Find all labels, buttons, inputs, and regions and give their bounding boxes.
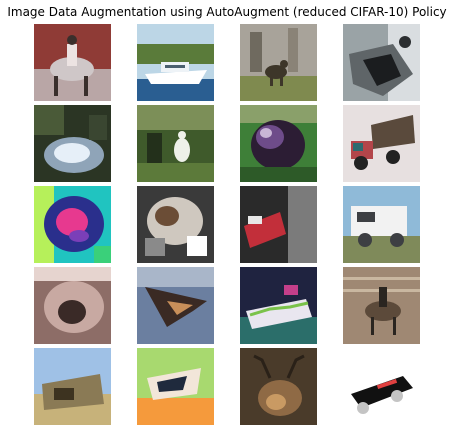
colorful-frog-thumbnail — [34, 186, 111, 263]
image-cell — [240, 24, 317, 101]
image-cell — [343, 105, 420, 182]
image-cell — [137, 186, 214, 263]
white-truck-thumbnail — [343, 186, 420, 263]
image-cell — [137, 267, 214, 344]
colorful-car-thumbnail — [240, 267, 317, 344]
bird-colorful-thumbnail — [137, 348, 214, 425]
image-cell — [240, 348, 317, 425]
horse-rider-thumbnail — [34, 24, 111, 101]
image-cell — [240, 267, 317, 344]
dog-face-thumbnail — [34, 267, 111, 344]
image-cell — [137, 105, 214, 182]
purple-ball-thumbnail — [240, 105, 317, 182]
image-cell — [34, 105, 111, 182]
cat-pattern-thumbnail — [137, 186, 214, 263]
deer-field-thumbnail — [240, 24, 317, 101]
truck-blurry-thumbnail — [34, 348, 111, 425]
frog-dark-thumbnail — [34, 105, 111, 182]
black-truck-thumbnail — [343, 348, 420, 425]
image-cell — [34, 348, 111, 425]
image-cell — [34, 186, 111, 263]
figure-title: Image Data Augmentation using AutoAugmen… — [7, 5, 447, 19]
image-cell — [137, 348, 214, 425]
deer-closeup-thumbnail — [343, 24, 420, 101]
red-car-thumbnail — [240, 186, 317, 263]
boat-thumbnail — [137, 24, 214, 101]
horse-fence-thumbnail — [343, 267, 420, 344]
deer-antlers-thumbnail — [240, 348, 317, 425]
image-cell — [34, 24, 111, 101]
airplane-dark-thumbnail — [137, 267, 214, 344]
image-cell — [240, 186, 317, 263]
image-cell — [34, 267, 111, 344]
image-cell — [343, 24, 420, 101]
image-cell — [240, 105, 317, 182]
image-cell — [343, 186, 420, 263]
bird-forest-thumbnail — [137, 105, 214, 182]
image-cell — [343, 267, 420, 344]
image-cell — [137, 24, 214, 101]
truck-pink-thumbnail — [343, 105, 420, 182]
image-cell — [343, 348, 420, 425]
